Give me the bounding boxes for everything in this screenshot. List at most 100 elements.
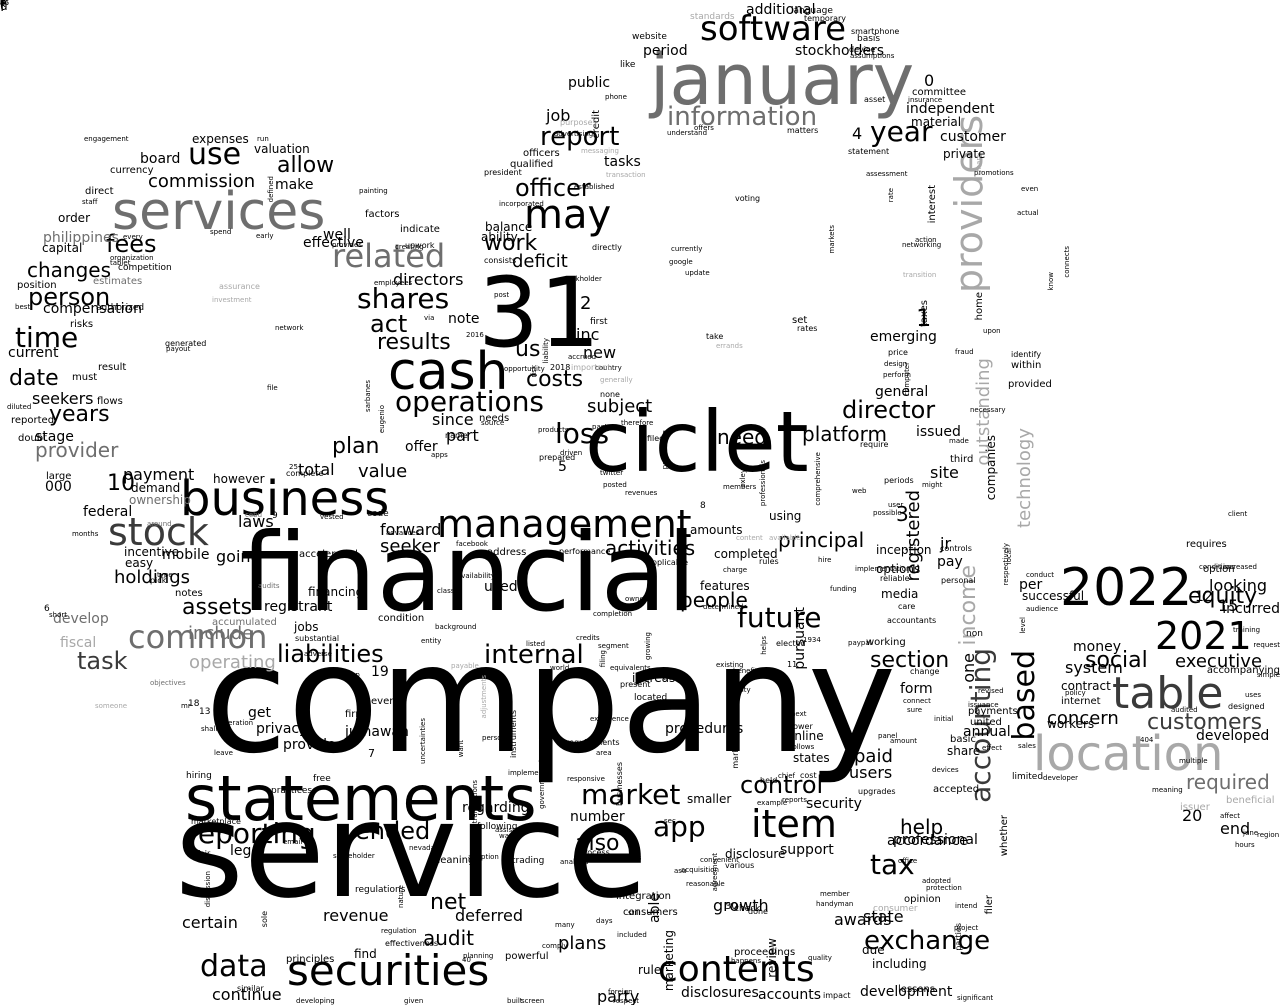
cloud-word: performance: [559, 547, 611, 556]
cloud-word: cost: [800, 771, 817, 780]
cloud-word: offers: [694, 124, 714, 132]
cloud-word: opinion: [904, 894, 941, 905]
cloud-word: including: [872, 957, 927, 971]
cloud-word: forward: [380, 520, 442, 539]
cloud-word: intend: [955, 902, 978, 910]
cloud-word: due: [862, 943, 885, 957]
cloud-word: easy: [125, 556, 154, 570]
cloud-word: ciclet: [585, 393, 809, 491]
cloud-word: contract: [1061, 679, 1111, 693]
cloud-word: businesses: [615, 762, 624, 806]
cloud-word: existing: [716, 661, 744, 669]
cloud-word: comprehensive: [814, 452, 822, 506]
cloud-word: actual: [1017, 209, 1039, 217]
cloud-word: years: [49, 402, 110, 427]
cloud-word: charge: [723, 566, 748, 574]
cloud-word: director: [842, 396, 936, 424]
cloud-word: staff: [82, 198, 98, 206]
cloud-word: marketplace: [191, 817, 241, 826]
cloud-word: k: [0, 0, 6, 10]
cloud-word: payment: [123, 465, 195, 484]
cloud-word: care: [898, 602, 916, 611]
cloud-word: provider: [35, 438, 119, 462]
cloud-word: spend: [210, 228, 232, 236]
cloud-word: affect: [1220, 812, 1241, 820]
cloud-word: part: [446, 426, 479, 445]
cloud-word: disclosures: [681, 985, 759, 1001]
cloud-word: paid: [854, 746, 893, 767]
cloud-word: requires: [1186, 539, 1227, 550]
cloud-word: posted: [603, 481, 627, 489]
cloud-word: require: [860, 440, 889, 449]
cloud-word: risk: [530, 365, 538, 378]
cloud-word: internet: [1061, 696, 1101, 707]
cloud-word: cash: [388, 342, 509, 402]
cloud-word: asu: [674, 867, 687, 875]
cloud-word: 46: [0, 0, 9, 7]
cloud-word: none: [600, 390, 620, 399]
cloud-word: required: [1186, 770, 1270, 794]
cloud-word: online: [787, 729, 824, 743]
cloud-word: exchange: [864, 926, 991, 956]
cloud-word: management: [437, 502, 692, 546]
cloud-word: business: [180, 471, 390, 527]
cloud-word: similar: [237, 984, 264, 993]
cloud-word: general: [875, 384, 929, 400]
cloud-word: segment: [598, 642, 629, 650]
cloud-word: respect: [613, 997, 640, 1005]
cloud-word: applicable: [647, 558, 689, 567]
cloud-word: example: [757, 799, 788, 807]
cloud-word: flows: [97, 396, 123, 407]
cloud-word: used: [484, 579, 518, 595]
cloud-word: objectives: [150, 679, 186, 687]
cloud-word: estimates: [93, 276, 143, 287]
cloud-word: member: [820, 890, 850, 898]
cloud-word: effectiveness: [385, 939, 439, 948]
cloud-word: plans: [558, 933, 607, 954]
cloud-word: assumptions: [850, 52, 895, 60]
cloud-word: keep: [343, 671, 360, 679]
cloud-word: work: [484, 231, 538, 256]
cloud-word: third: [950, 454, 974, 465]
cloud-word: consumer: [873, 904, 918, 914]
cloud-word: u: [0, 0, 8, 13]
cloud-word: adverse: [304, 650, 333, 658]
cloud-word: holdings: [114, 567, 191, 588]
cloud-word: f: [0, 0, 5, 15]
cloud-word: mr: [181, 702, 191, 710]
cloud-word: requirements: [566, 738, 620, 747]
cloud-word: type: [157, 571, 173, 579]
cloud-word: update: [685, 269, 710, 277]
cloud-word: transition: [903, 271, 937, 279]
cloud-word: phone: [605, 93, 627, 101]
cloud-word: basis: [857, 34, 881, 44]
cloud-word: qualified: [510, 159, 554, 170]
cloud-word: accounts: [758, 987, 822, 1003]
cloud-word: philippines: [43, 230, 119, 246]
cloud-word: provides: [332, 241, 362, 249]
cloud-word: annual: [963, 724, 1011, 740]
cloud-word: jobs: [294, 620, 319, 634]
cloud-word: elected: [776, 639, 806, 648]
cloud-word: provide: [283, 737, 336, 753]
cloud-word: legal: [230, 843, 264, 859]
cloud-word: smaller: [687, 792, 732, 806]
cloud-word: also: [575, 831, 620, 856]
cloud-word: options: [876, 562, 921, 576]
cloud-word: jumawan: [345, 724, 409, 740]
cloud-word: reporting: [187, 817, 316, 850]
cloud-word: quality: [808, 954, 832, 962]
cloud-word: incorporated: [499, 200, 544, 208]
cloud-word: currently: [671, 245, 703, 253]
cloud-word: planning: [463, 952, 494, 960]
cloud-word: use: [188, 137, 242, 172]
cloud-word: asset: [864, 95, 886, 104]
cloud-word: assurance: [219, 282, 260, 291]
cloud-word: 7: [368, 747, 375, 760]
cloud-word: acquisition: [681, 866, 719, 874]
cloud-word: know: [1047, 272, 1055, 291]
cloud-word: shall: [201, 725, 218, 733]
cloud-word: rates: [797, 324, 818, 333]
cloud-word: diluted: [7, 403, 32, 411]
cloud-word: private: [943, 147, 986, 161]
